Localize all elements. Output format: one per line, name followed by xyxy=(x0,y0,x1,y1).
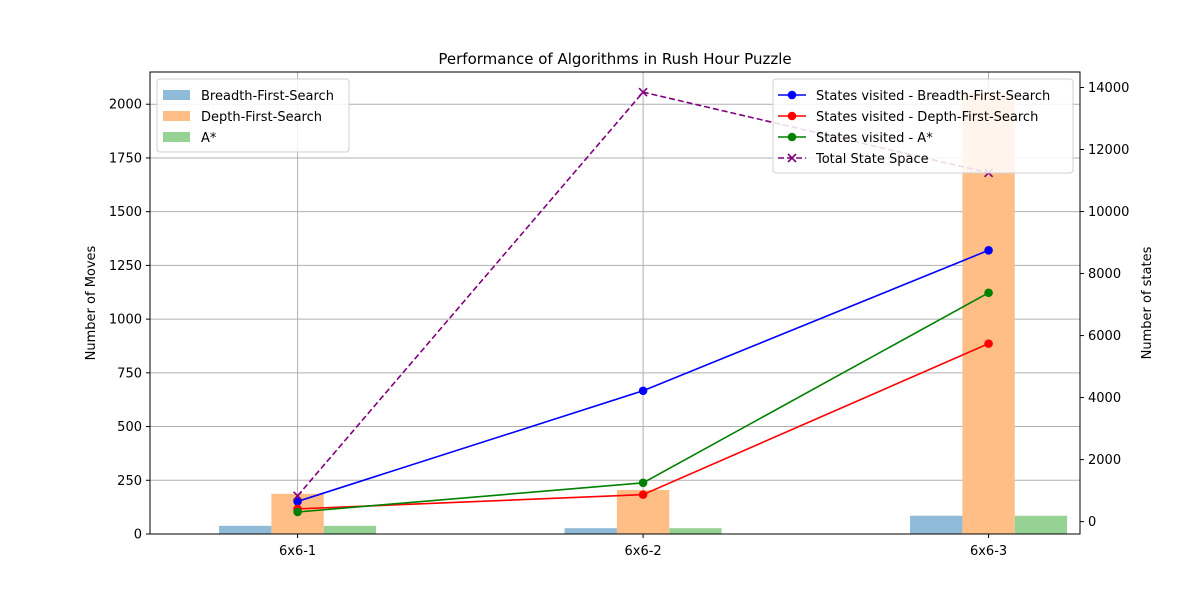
legend-marker-2 xyxy=(787,132,797,142)
y2-tick-label-1: 2000 xyxy=(1088,453,1121,468)
bar-2-2 xyxy=(1014,515,1068,534)
marker-2-0 xyxy=(293,507,302,517)
legend-label-0: Breadth-First-Search xyxy=(201,89,334,104)
bar-2-0 xyxy=(323,525,377,534)
axes: 0 250 500 750 1000 1250 1500 1750 2000 0 2000 4000 6… xyxy=(109,71,1129,559)
legend-swatch-1 xyxy=(163,111,190,121)
legend-lines-box xyxy=(772,78,1074,174)
marker-2-1 xyxy=(638,478,648,488)
legend-marker-0 xyxy=(787,90,797,100)
legend-line-label-0: States visited - Breadth-First-Search xyxy=(816,89,1050,104)
x-tick-label-0: 6x6-1 xyxy=(279,544,316,559)
plot-frame xyxy=(149,71,1081,535)
legend-line-label-1: States visited - Depth-First-Search xyxy=(816,110,1038,125)
y-tick-label-5: 1250 xyxy=(109,259,142,274)
bar-0-0 xyxy=(219,525,272,534)
legend-label-1: Depth-First-Search xyxy=(201,110,322,125)
bar-0-2 xyxy=(910,515,963,534)
legend-marker-3 xyxy=(787,153,797,163)
y-tick-label-0: 0 xyxy=(134,528,142,543)
x-tick-label-1: 6x6-2 xyxy=(624,544,661,559)
bar-0-1 xyxy=(564,528,617,534)
bar-2-1 xyxy=(669,528,722,534)
marker-3-1 xyxy=(638,87,648,97)
marker-0-1 xyxy=(638,386,648,396)
y-tick-label-3: 750 xyxy=(117,366,142,381)
y2-axis-title: Number of states xyxy=(1140,246,1155,359)
marker-1-2 xyxy=(984,339,993,348)
legend-line-label-2: States visited - A* xyxy=(816,131,933,146)
marker-1-1 xyxy=(638,490,648,499)
y-tick-label-8: 2000 xyxy=(109,98,142,113)
y2-tick-label-0: 0 xyxy=(1088,515,1096,530)
legend-swatch-0 xyxy=(163,90,190,100)
y-tick-label-6: 1500 xyxy=(109,205,142,220)
legend-line-label-3: Total State Space xyxy=(815,152,929,167)
y-tick-label-7: 1750 xyxy=(109,151,142,166)
chart-title: Performance of Algorithms in Rush Hour P… xyxy=(438,50,791,68)
marker-3-0 xyxy=(293,491,303,501)
legend-bars: Breadth-First-Search Depth-First-Search A* xyxy=(156,78,350,153)
y2-tick-label-2: 4000 xyxy=(1088,391,1121,406)
marker-2-2 xyxy=(984,288,993,298)
legend-lines: States visited - Breadth-First-Search Sta… xyxy=(772,78,1074,174)
legend-label-2: A* xyxy=(201,131,217,146)
legend-bars-box xyxy=(156,78,350,153)
y2-tick-label-6: 12000 xyxy=(1088,143,1129,158)
y-tick-label-2: 500 xyxy=(117,420,142,435)
legend-swatch-2 xyxy=(163,132,190,142)
marker-0-2 xyxy=(984,245,993,255)
legend-marker-1 xyxy=(787,111,797,121)
y-tick-label-4: 1000 xyxy=(109,313,142,328)
y2-tick-label-7: 14000 xyxy=(1088,81,1129,96)
y2-tick-label-3: 6000 xyxy=(1088,329,1121,344)
y2-tick-label-5: 10000 xyxy=(1088,205,1129,220)
marker-0-0 xyxy=(293,497,302,506)
y-axis-title: Number of Moves xyxy=(84,245,99,360)
y2-tick-label-4: 8000 xyxy=(1088,267,1121,282)
y-tick-label-1: 250 xyxy=(117,474,142,489)
x-tick-label-2: 6x6-3 xyxy=(970,544,1007,559)
